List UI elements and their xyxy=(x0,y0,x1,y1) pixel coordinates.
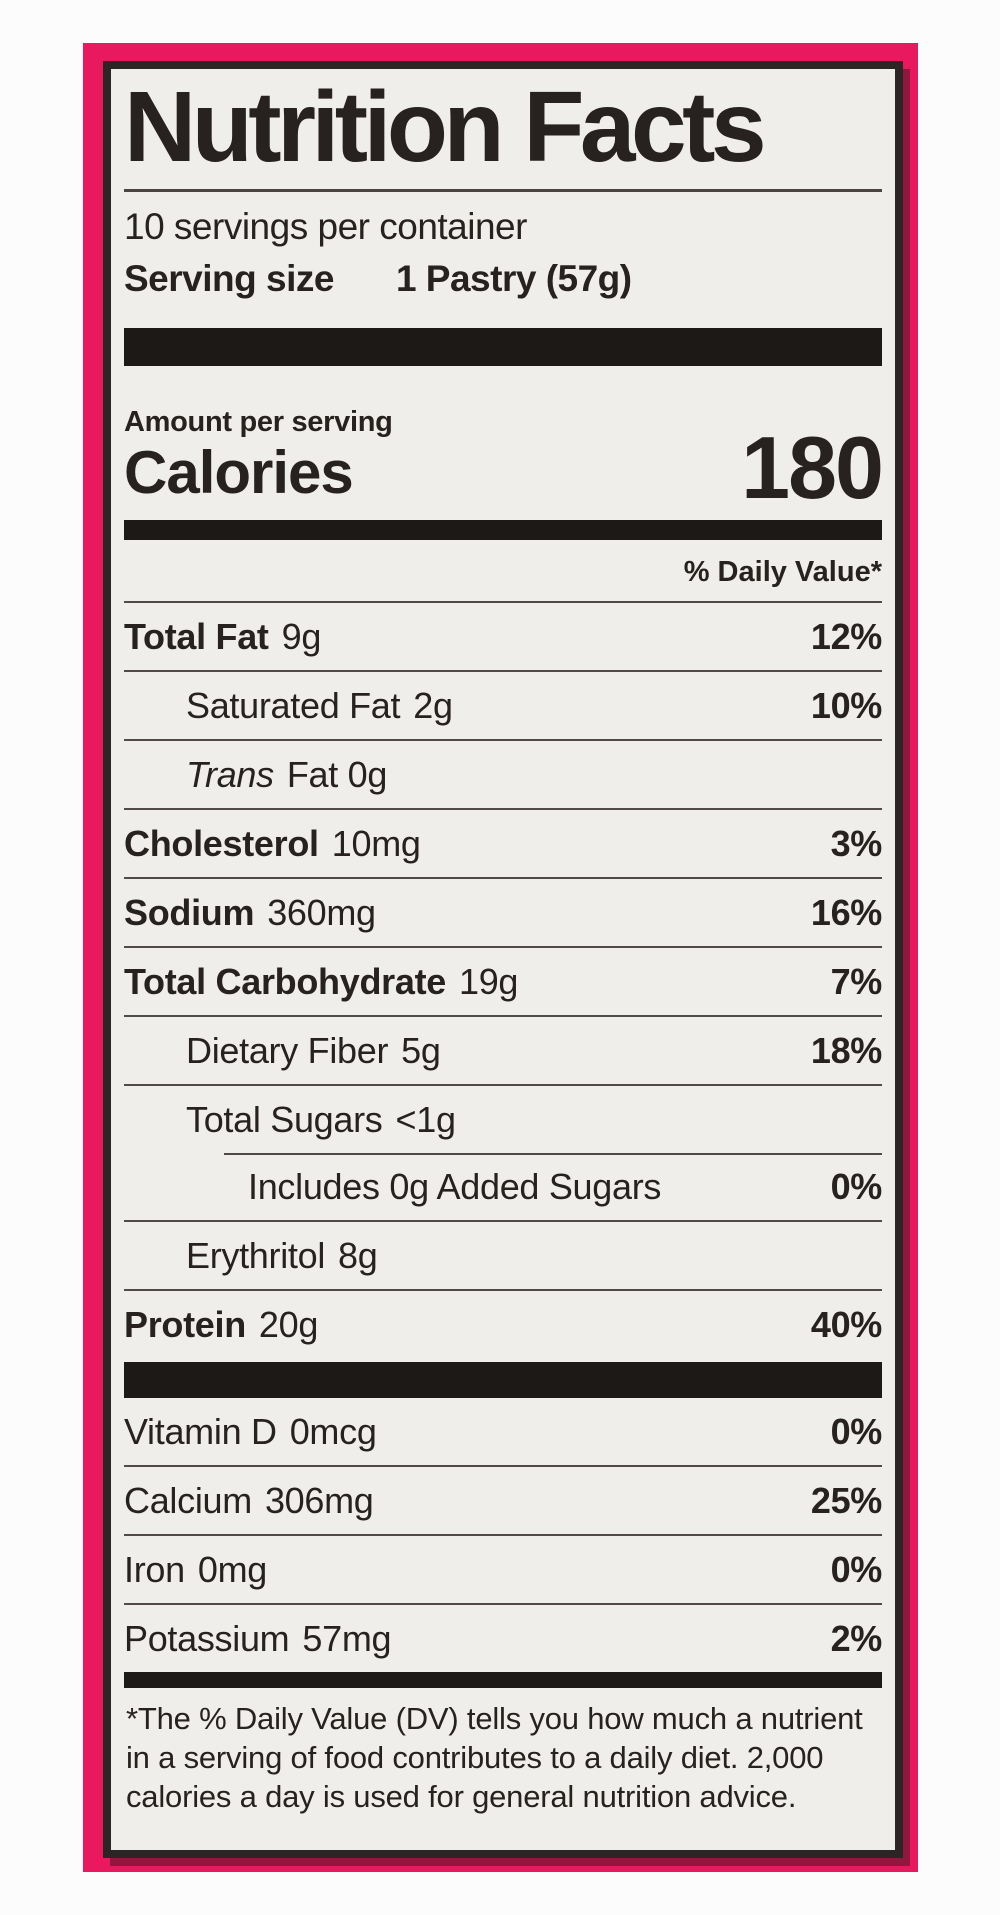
nutrient-name: Vitamin D xyxy=(124,1410,277,1452)
footnote-divider-bar xyxy=(124,1672,882,1688)
medium-divider-bar xyxy=(124,520,882,540)
nutrient-row: Total Carbohydrate 19g 7% xyxy=(124,946,882,1015)
servings-per-container: 10 servings per container xyxy=(124,206,527,247)
thick-divider-bar xyxy=(124,328,882,366)
nutrient-dv: 2% xyxy=(830,1617,883,1659)
nutrient-amount: 0mcg xyxy=(289,1410,377,1452)
vitamin-row: Iron 0mg 0% xyxy=(124,1534,882,1603)
nutrient-row: Dietary Fiber 5g 18% xyxy=(124,1015,882,1084)
nutrient-dv: 7% xyxy=(830,960,883,1002)
nutrient-dv: 10% xyxy=(810,684,882,726)
nutrient-dv: 0% xyxy=(830,1165,883,1207)
nutrient-name: Iron xyxy=(124,1548,185,1590)
nutrient-row: Includes 0g Added Sugars 0% xyxy=(124,1153,882,1220)
calories-left: Amount per serving Calories xyxy=(124,406,393,504)
nutrient-amount: 5g xyxy=(401,1029,441,1071)
vitamin-rows: Vitamin D 0mcg 0% Calcium 306mg 25% Iron… xyxy=(124,1398,882,1672)
nutrient-name: Cholesterol xyxy=(124,822,319,864)
nutrient-amount: 8g xyxy=(338,1234,378,1276)
nutrient-amount: 9g xyxy=(281,615,322,657)
nutrient-amount: 2g xyxy=(413,684,453,726)
nutrient-dv: 25% xyxy=(810,1479,882,1521)
thick-divider-bar xyxy=(124,1362,882,1398)
nutrient-name: Includes 0g Added Sugars xyxy=(248,1165,662,1207)
nutrient-amount: 57mg xyxy=(302,1617,392,1659)
nutrient-amount: 19g xyxy=(458,960,519,1002)
calories-section: Amount per serving Calories 180 xyxy=(124,406,884,517)
amount-per-serving-label: Amount per serving xyxy=(124,406,393,438)
nutrient-dv: 12% xyxy=(810,615,882,657)
daily-value-header: % Daily Value* xyxy=(683,556,882,588)
calories-value: 180 xyxy=(741,417,884,517)
nutrient-dv: 0% xyxy=(830,1410,883,1452)
nutrient-name: Erythritol xyxy=(186,1234,326,1276)
title-rule xyxy=(124,189,882,192)
nutrient-row: Sodium 360mg 16% xyxy=(124,877,882,946)
nutrient-dv: 40% xyxy=(810,1303,882,1345)
nutrient-row: Saturated Fat 2g 10% xyxy=(124,670,882,739)
nutrient-amount: 20g xyxy=(258,1303,319,1345)
nutrient-amount: 360mg xyxy=(267,891,376,933)
nutrient-row: Total Sugars <1g xyxy=(124,1084,882,1153)
serving-size-row: Serving size 1 Pastry (57g) xyxy=(124,258,882,300)
vitamin-row: Vitamin D 0mcg 0% xyxy=(124,1398,882,1465)
nutrient-name: Total Sugars xyxy=(186,1098,383,1140)
nutrient-name: Dietary Fiber xyxy=(186,1029,389,1071)
calories-label: Calories xyxy=(124,439,354,506)
nutrient-row: Erythritol 8g xyxy=(124,1220,882,1289)
vitamin-row: Calcium 306mg 25% xyxy=(124,1465,882,1534)
nutrient-row: Cholesterol 10mg 3% xyxy=(124,808,882,877)
nutrition-label: Nutrition Facts 10 servings per containe… xyxy=(103,61,903,1858)
footnote: *The % Daily Value (DV) tells you how mu… xyxy=(126,1701,863,1814)
nutrient-amount: 10mg xyxy=(331,822,421,864)
nutrient-name: Saturated Fat xyxy=(186,684,401,726)
nutrient-dv: 0% xyxy=(830,1548,883,1590)
vitamin-row: Potassium 57mg 2% xyxy=(124,1603,882,1672)
nutrient-rows: Total Fat 9g 12% Saturated Fat 2g 10% Tr… xyxy=(124,601,882,1358)
nutrient-name: Potassium xyxy=(124,1617,290,1659)
nutrient-name: Calcium xyxy=(124,1479,252,1521)
nutrient-name: Protein xyxy=(124,1303,246,1345)
nutrient-row: Protein 20g 40% xyxy=(124,1289,882,1358)
nutrient-amount: <1g xyxy=(395,1098,456,1140)
nutrient-row: Total Fat 9g 12% xyxy=(124,601,882,670)
pink-frame: Nutrition Facts 10 servings per containe… xyxy=(83,43,918,1872)
nutrient-name: Total Fat xyxy=(124,615,269,657)
nutrient-amount: 306mg xyxy=(264,1479,374,1521)
nutrient-name: Sodium xyxy=(124,891,255,933)
label-title: Nutrition Facts xyxy=(124,71,767,183)
nutrient-name: Total Carbohydrate xyxy=(124,960,446,1002)
serving-size-value: 1 Pastry (57g) xyxy=(395,258,632,299)
nutrient-dv: 16% xyxy=(810,891,882,933)
nutrient-row: Trans Fat 0g xyxy=(124,739,882,808)
serving-size-label: Serving size xyxy=(124,258,334,299)
nutrient-dv: 18% xyxy=(810,1029,882,1071)
nutrient-amount: Fat 0g xyxy=(286,753,388,795)
nutrient-dv: 3% xyxy=(830,822,883,864)
nutrient-name: Trans xyxy=(186,753,274,795)
nutrient-amount: 0mg xyxy=(197,1548,267,1590)
